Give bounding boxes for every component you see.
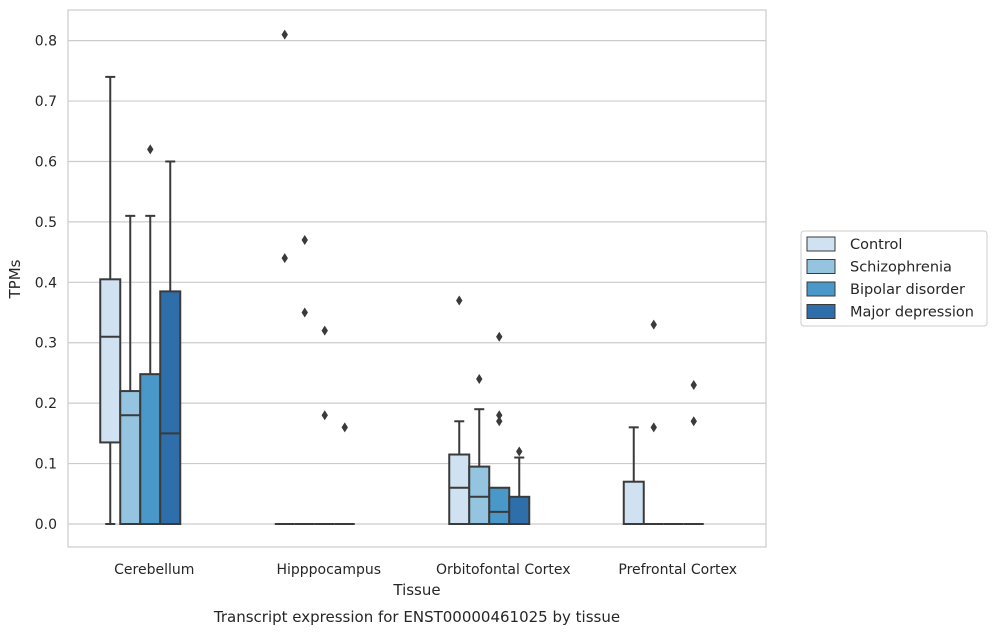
y-tick-label: 0.7	[35, 94, 57, 110]
y-tick-label: 0.6	[35, 154, 57, 170]
outlier-point	[690, 416, 697, 427]
x-tick-label: Prefrontal Cortex	[618, 562, 737, 578]
x-tick-label: Hipppocampus	[276, 562, 381, 578]
box-body	[119, 390, 142, 525]
legend: Control Schizophrenia Bipolar disorder Majo…	[800, 230, 988, 327]
box-body	[468, 465, 491, 526]
outlier-point	[650, 319, 657, 330]
legend-swatch	[806, 281, 836, 297]
legend-label: Major depression	[850, 305, 974, 321]
outlier-point	[516, 446, 523, 457]
box-group	[508, 446, 531, 526]
outlier-point	[456, 295, 463, 306]
outlier-point	[496, 331, 503, 342]
box-body	[159, 290, 182, 525]
outlier-point	[321, 410, 328, 421]
outlier-point	[341, 422, 348, 433]
legend-label: Bipolar disorder	[850, 282, 965, 298]
outlier-point	[496, 410, 503, 421]
box-group	[314, 325, 335, 525]
box-body	[508, 495, 531, 526]
y-ticks: 0.0 0.1 0.2 0.3 0.4 0.5 0.6 0.7 0.8	[35, 34, 57, 533]
y-tick-label: 0.4	[35, 275, 57, 291]
y-tick-label: 0.5	[35, 215, 57, 231]
box-group	[468, 373, 491, 526]
box-group	[622, 426, 645, 525]
box-body	[448, 453, 471, 525]
outlier-point	[301, 235, 308, 246]
plot-frame	[67, 9, 767, 548]
outlier-point	[321, 325, 328, 336]
box-body	[99, 278, 122, 444]
box-body	[488, 486, 511, 525]
y-tick-label: 0.3	[35, 336, 57, 352]
box-body	[622, 480, 645, 525]
y-tick-label: 0.1	[35, 457, 57, 473]
outlier-point	[281, 29, 288, 40]
legend-swatch	[806, 304, 836, 319]
legend-label: Schizophrenia	[850, 260, 952, 276]
x-ticks: Cerebellum Hipppocampus Orbitofontal Corte…	[114, 562, 737, 578]
box-group	[139, 144, 162, 525]
outlier-point	[301, 307, 308, 318]
box-group	[448, 295, 471, 525]
box-group	[683, 380, 704, 525]
box-body	[139, 373, 162, 525]
x-axis-label: Tissue	[392, 581, 440, 599]
y-tick-label: 0.2	[35, 396, 57, 412]
chart-caption: Transcript expression for ENST0000046102…	[213, 608, 620, 626]
legend-swatch	[806, 259, 836, 274]
legend-label: Control	[850, 237, 902, 253]
box-group	[488, 331, 511, 525]
outlier-point	[476, 373, 483, 384]
x-tick-label: Orbitofontal Cortex	[436, 562, 571, 578]
outlier-point	[690, 380, 697, 391]
box-group	[119, 214, 142, 525]
x-tick-label: Cerebellum	[114, 562, 194, 578]
outlier-point	[496, 416, 503, 427]
box-group	[643, 319, 664, 525]
box-group	[99, 75, 122, 525]
y-axis-label: TPMs	[6, 259, 24, 299]
outlier-point	[281, 253, 288, 264]
boxes	[99, 29, 704, 526]
box-group	[294, 235, 315, 525]
gridlines	[68, 40, 766, 525]
box-group	[334, 422, 355, 525]
outlier-point	[650, 422, 657, 433]
box-group	[274, 29, 295, 525]
outlier-point	[147, 144, 154, 155]
legend-swatch	[806, 236, 836, 252]
y-tick-label: 0.0	[35, 517, 57, 533]
box-group	[159, 160, 182, 525]
legend-frame	[800, 230, 988, 327]
y-tick-label: 0.8	[35, 34, 57, 50]
